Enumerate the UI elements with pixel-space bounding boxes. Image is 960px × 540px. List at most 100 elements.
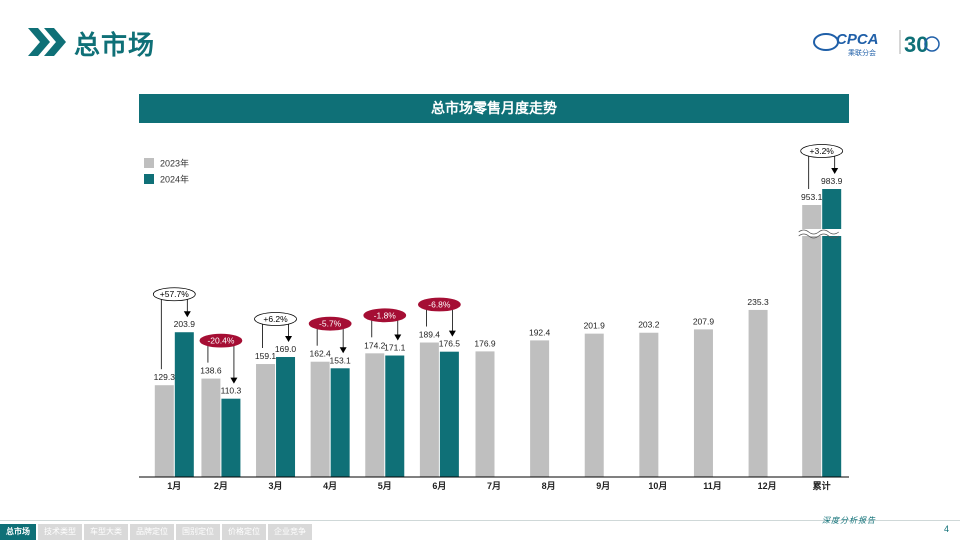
bar-0-1 — [201, 378, 221, 477]
legend-swatch-0 — [144, 158, 154, 168]
legend-label-1: 2024年 — [160, 174, 189, 185]
data-label-1-4: 171.1 — [384, 343, 406, 353]
bar-0-11 — [748, 309, 768, 477]
axis-break-line-1 — [798, 229, 839, 235]
growth-arrow-5 — [448, 330, 456, 337]
data-label-1-3: 153.1 — [330, 355, 352, 365]
growth-arrow-0 — [183, 311, 191, 318]
bar-1-3 — [330, 368, 350, 477]
data-label-1-12: 983.9 — [821, 176, 843, 186]
x-tick-label-7: 8月 — [542, 481, 556, 491]
bar-0-6 — [475, 351, 495, 477]
footer-divider — [0, 520, 960, 521]
data-label-1-5: 176.5 — [439, 339, 461, 349]
growth-arrow-1 — [230, 377, 238, 384]
data-label-0-7: 192.4 — [529, 327, 551, 337]
x-tick-label-5: 6月 — [432, 481, 446, 491]
growth-badge-0 — [152, 287, 196, 302]
footer-tab-2[interactable]: 车型大类 — [84, 524, 128, 540]
logo-subtext: 乘联分会 — [848, 48, 876, 57]
data-label-0-8: 201.9 — [584, 321, 606, 331]
growth-label-6: +3.2% — [810, 146, 835, 156]
data-label-0-2: 159.1 — [255, 351, 277, 361]
x-tick-label-0: 1月 — [167, 481, 181, 491]
bar-0-0 — [154, 385, 174, 477]
bar-0-3 — [310, 361, 330, 477]
growth-arrow-2 — [285, 336, 293, 343]
growth-badge-1 — [199, 333, 243, 348]
growth-label-3: -5.7% — [319, 319, 342, 329]
footer-tab-6[interactable]: 企业竞争 — [268, 524, 312, 540]
cpca-logo: CPCA 乘联分会 30 — [813, 30, 940, 57]
growth-badge-4 — [363, 308, 407, 323]
bar-1-2 — [276, 357, 296, 477]
legend-label-0: 2023年 — [160, 158, 189, 169]
data-label-0-10: 207.9 — [693, 316, 715, 326]
growth-badge-5 — [417, 297, 461, 312]
bar-0-4 — [365, 353, 385, 477]
growth-badge-2 — [254, 312, 297, 326]
growth-badge-3 — [308, 316, 352, 331]
x-tick-label-8: 9月 — [596, 481, 610, 491]
growth-label-4: -1.8% — [374, 310, 397, 320]
bar-1-5 — [439, 351, 459, 477]
bar-0-7 — [530, 340, 550, 477]
logo-text: CPCA — [836, 31, 879, 48]
x-tick-label-10: 11月 — [703, 481, 722, 491]
bar-0-10 — [693, 329, 713, 477]
bar-1-0 — [174, 332, 194, 477]
bar-0-2 — [256, 364, 276, 477]
footer-tab-3[interactable]: 品牌定位 — [130, 524, 174, 540]
bar-0-9 — [639, 332, 659, 477]
bar-1-1 — [221, 398, 241, 477]
footer-tabs: 总市场 技术类型 车型大类 品牌定位 国别定位 价格定位 企业竞争 — [0, 524, 314, 540]
x-tick-label-6: 7月 — [487, 481, 501, 491]
footer-slogan: 深度分析报告 — [822, 516, 876, 525]
x-tick-label-1: 2月 — [214, 481, 228, 491]
bar-1-4 — [385, 355, 405, 477]
growth-label-2: +6.2% — [263, 314, 288, 324]
data-label-0-0: 129.3 — [154, 372, 176, 382]
legend-swatch-1 — [144, 174, 154, 184]
data-label-0-12: 953.1 — [801, 192, 823, 202]
axis-break-gap — [798, 229, 845, 236]
data-label-0-6: 176.9 — [474, 338, 496, 348]
page-title: 总市场 — [74, 30, 156, 60]
axis-break-line-2 — [798, 233, 839, 239]
page-number: 4 — [944, 524, 950, 534]
data-label-1-1: 110.3 — [221, 386, 242, 396]
x-tick-label-2: 3月 — [269, 481, 283, 491]
footer-tab-5[interactable]: 价格定位 — [222, 524, 266, 540]
data-label-0-1: 138.6 — [200, 366, 222, 376]
data-label-0-5: 189.4 — [419, 330, 441, 340]
growth-badge-6 — [800, 144, 844, 158]
growth-arrow-4 — [394, 334, 402, 341]
chevron-double-icon — [28, 28, 66, 56]
x-tick-label-11: 12月 — [758, 481, 777, 491]
data-label-1-2: 169.0 — [275, 344, 297, 354]
bar-0-8 — [584, 333, 604, 477]
growth-arrow-6 — [831, 168, 839, 174]
bar-0-5 — [419, 342, 439, 477]
growth-arrow-3 — [339, 347, 347, 354]
x-tick-label-3: 4月 — [323, 481, 337, 491]
chart-legend: 2023年 2024年 — [144, 158, 189, 185]
data-label-0-9: 203.2 — [638, 320, 660, 330]
data-label-0-4: 174.2 — [364, 340, 386, 350]
footer-tab-1[interactable]: 技术类型 — [38, 524, 82, 540]
footer-tab-0[interactable]: 总市场 — [0, 524, 36, 540]
bar-1-12 — [822, 189, 842, 477]
data-label-1-0: 203.9 — [174, 319, 196, 329]
growth-label-5: -6.8% — [428, 300, 451, 310]
x-tick-label-9: 10月 — [648, 481, 667, 491]
x-tick-label-4: 5月 — [378, 481, 392, 491]
x-tick-label-12: 累计 — [813, 480, 831, 491]
chart-title: 总市场零售月度走势 — [139, 94, 849, 123]
data-label-0-11: 235.3 — [747, 297, 769, 307]
footer-tab-4[interactable]: 国别定位 — [176, 524, 220, 540]
growth-label-1: -20.4% — [207, 336, 234, 346]
growth-label-0: +57.7% — [160, 289, 190, 299]
bar-0-12 — [802, 205, 822, 477]
data-label-0-3: 162.4 — [310, 349, 332, 359]
